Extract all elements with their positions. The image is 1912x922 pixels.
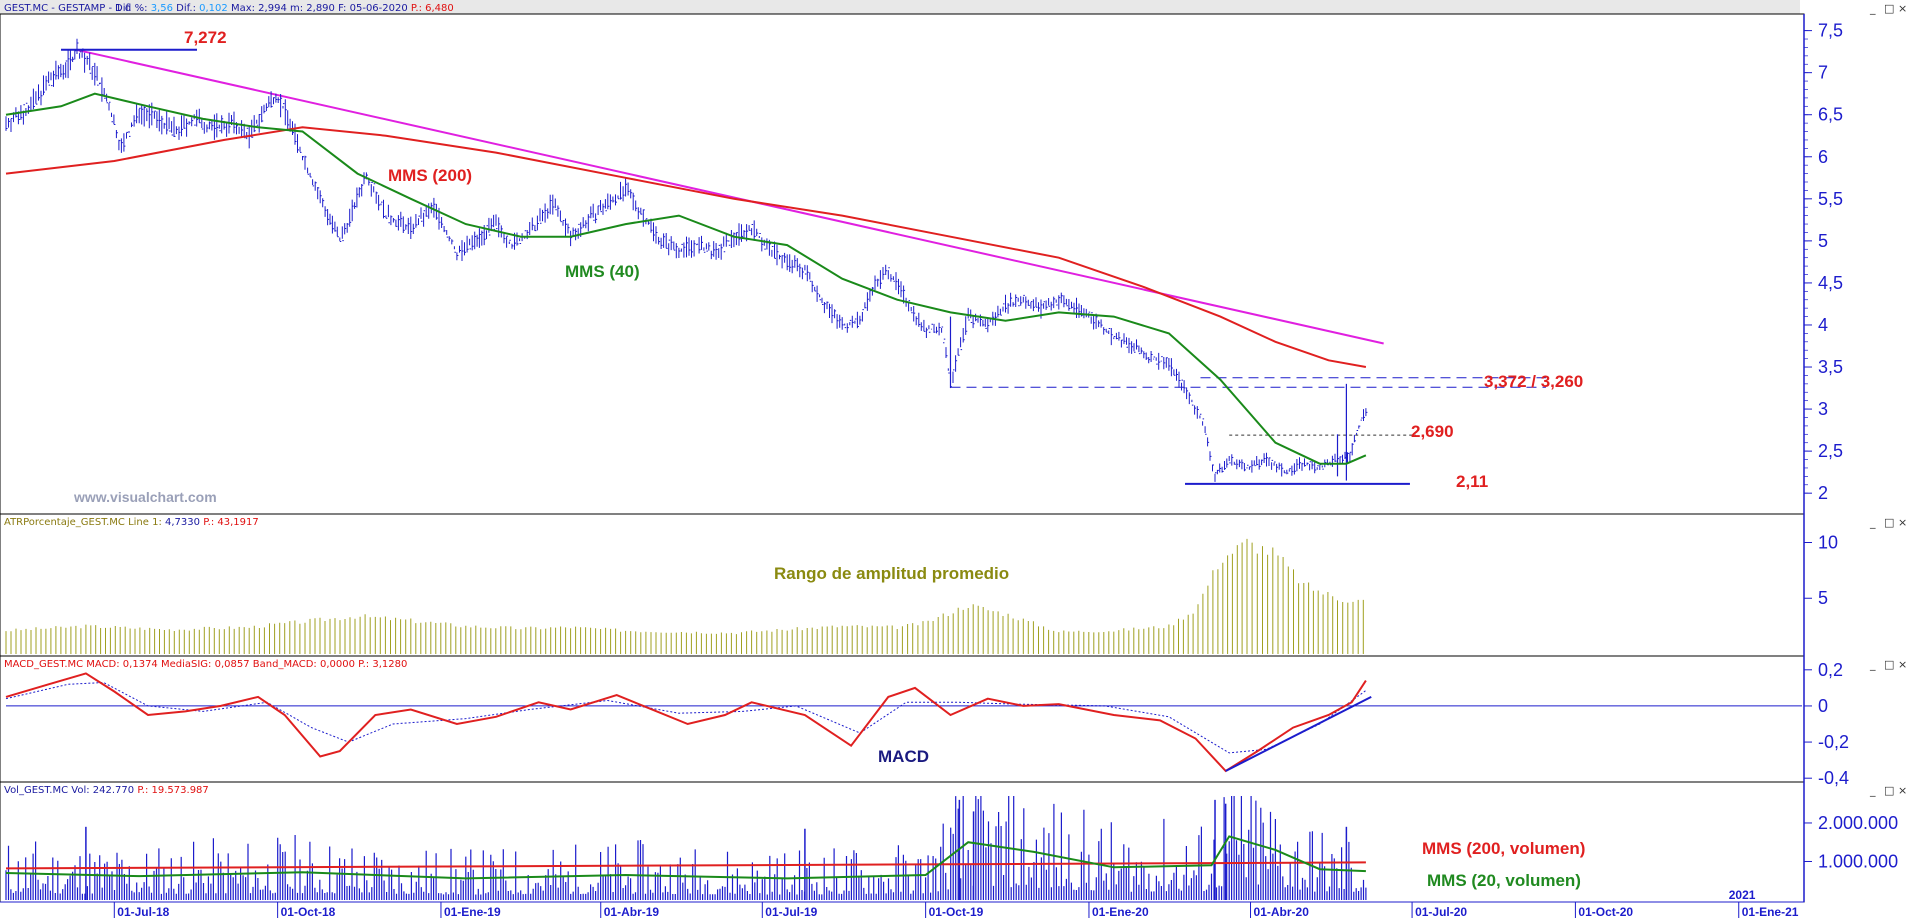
header-value-1: 4,7330	[165, 517, 200, 528]
minimize-button-3[interactable]: _	[1869, 784, 1876, 797]
x-axis: 01-Jul-18 01-Oct-18 01-Ene-19 01-Abr-19 01-J…	[0, 888, 1804, 919]
price-plot	[5, 38, 1546, 485]
atr-y-label-0: 10	[1818, 532, 1838, 552]
header-value-0: Dif. %:	[115, 3, 151, 14]
maximize-button-3[interactable]: □	[1884, 784, 1894, 797]
mms20-vol-label: MMS (20, volumen)	[1427, 871, 1581, 890]
volume-mms200-line	[5, 861, 1366, 870]
price-y-label-7: 4	[1818, 315, 1828, 335]
price-y-label-1: 7	[1818, 63, 1828, 83]
header-value-0: Vol_GEST.MC Vol: 242.770	[4, 785, 134, 796]
x-label-8: 01-Jul-20	[1415, 905, 1467, 919]
x-label-0: 01-Jul-18	[117, 905, 169, 919]
x-label-1: 01-Oct-18	[281, 905, 336, 919]
minimize-button-1[interactable]: _	[1869, 516, 1876, 529]
header-value-1: P.: 3,1280	[355, 659, 407, 670]
watermark: www.visualchart.com	[73, 489, 217, 505]
price-bars	[5, 38, 1368, 482]
maximize-button-2[interactable]: □	[1884, 658, 1894, 671]
pivot-resistance-label: 2,690	[1411, 422, 1454, 441]
maximize-button-0[interactable]: □	[1884, 2, 1894, 15]
price-y-label-9: 3	[1818, 399, 1828, 419]
volume-y-label-0: 2.000.000	[1818, 813, 1898, 833]
high-label: 7,272	[184, 28, 227, 47]
x-label-2: 01-Ene-19	[444, 905, 501, 919]
macd-header: MACD_GEST.MC MACD: 0,1374 MediaSIG: 0,08…	[4, 659, 407, 670]
close-button-3[interactable]: ×	[1898, 784, 1907, 797]
volume-mms20-line	[5, 835, 1366, 880]
mms200-vol-label: MMS (200, volumen)	[1422, 839, 1585, 858]
price-y-label-0: 7,5	[1818, 21, 1843, 41]
x-label-10: 01-Ene-21	[1742, 905, 1799, 919]
header-value-1: 3,56	[151, 3, 173, 14]
x-label-5: 01-Oct-19	[929, 905, 984, 919]
close-button-2[interactable]: ×	[1898, 658, 1907, 671]
maximize-button-1[interactable]: □	[1884, 516, 1894, 529]
atr-annotation: Rango de amplitud promedio	[774, 564, 1009, 583]
macd-signal-line	[5, 681, 1367, 754]
close-button-1[interactable]: ×	[1898, 516, 1907, 529]
header-value-3: 0,102	[199, 3, 228, 14]
minimize-button-2[interactable]: _	[1869, 658, 1876, 671]
header-value-4: Max: 2,994 m: 2,890 F: 05-06-2020	[228, 3, 408, 14]
macd-trendline	[1225, 696, 1372, 772]
price-y-label-4: 5,5	[1818, 189, 1843, 209]
x-label-4: 01-Jul-19	[765, 905, 817, 919]
y-axes: 7,5 7 6,5 6 5,5 5 4,5 4 3,5 3 2,5 2 10 5 0,2 0 -0,2 -0,4 2…	[1804, 21, 1898, 871]
macd-line	[5, 672, 1367, 773]
header-value-5: P.: 6,480	[408, 3, 454, 14]
macd-y-label-0: 0,2	[1818, 660, 1843, 680]
price-y-label-6: 4,5	[1818, 273, 1843, 293]
close-button-0[interactable]: ×	[1898, 2, 1907, 15]
header-value-2: Dif.:	[173, 3, 199, 14]
macd-y-label-3: -0,4	[1818, 768, 1849, 788]
panel-window-controls[interactable]: _ □ × _ □ × _ □ × _ □ ×	[1869, 2, 1907, 797]
mms40-label: MMS (40)	[565, 262, 640, 281]
x-label-6: 01-Ene-20	[1092, 905, 1149, 919]
header-value-0: ATRPorcentaje_GEST.MC Line 1:	[4, 517, 165, 528]
atr-bars	[5, 538, 1364, 654]
price-y-label-3: 6	[1818, 147, 1828, 167]
x-label-7: 01-Abr-20	[1254, 905, 1310, 919]
price-header-title: GEST.MC - GESTAMP - 1 d	[4, 3, 131, 14]
price-y-label-5: 5	[1818, 231, 1828, 251]
price-y-label-11: 2	[1818, 483, 1828, 503]
volume-y-label-1: 1.000.000	[1818, 851, 1898, 871]
macd-plot	[5, 672, 1802, 773]
minimize-button-0[interactable]: _	[1869, 2, 1876, 15]
atr-y-label-1: 5	[1818, 588, 1828, 608]
mms40-line	[5, 92, 1367, 465]
price-y-label-2: 6,5	[1818, 105, 1843, 125]
low-label: 2,11	[1456, 472, 1488, 491]
panel-frames	[0, 13, 1805, 903]
mms200-line	[5, 126, 1367, 368]
volume-plot	[5, 796, 1367, 900]
macd-y-label-1: 0	[1818, 696, 1828, 716]
price-y-label-10: 2,5	[1818, 441, 1843, 461]
header-value-2: P.: 43,1917	[200, 517, 259, 528]
header-value-1: P.: 19.573.987	[134, 785, 209, 796]
price-y-label-8: 3,5	[1818, 357, 1843, 377]
macd-annotation: MACD	[878, 747, 929, 766]
macd-y-label-2: -0,2	[1818, 732, 1849, 752]
atr-plot	[5, 538, 1364, 654]
price-header-bar: GEST.MC - GESTAMP - 1 d Dif. %: 3,56 Dif…	[0, 0, 1800, 14]
x-label-9: 01-Oct-20	[1578, 905, 1633, 919]
atr-header: ATRPorcentaje_GEST.MC Line 1: 4,7330 P.:…	[4, 517, 259, 528]
header-value-0: MACD_GEST.MC MACD: 0,1374 MediaSIG: 0,08…	[4, 659, 355, 670]
gap-resistance-label: 3,372 / 3,260	[1484, 372, 1583, 391]
volume-bars	[5, 796, 1367, 900]
mms200-label: MMS (200)	[388, 166, 472, 185]
volume-header: Vol_GEST.MC Vol: 242.770 P.: 19.573.987	[4, 785, 209, 796]
price-header-values: Dif. %: 3,56 Dif.: 0,102 Max: 2,994 m: 2…	[115, 3, 454, 14]
year-marker: 2021	[1729, 888, 1756, 902]
x-label-3: 01-Abr-19	[604, 905, 660, 919]
